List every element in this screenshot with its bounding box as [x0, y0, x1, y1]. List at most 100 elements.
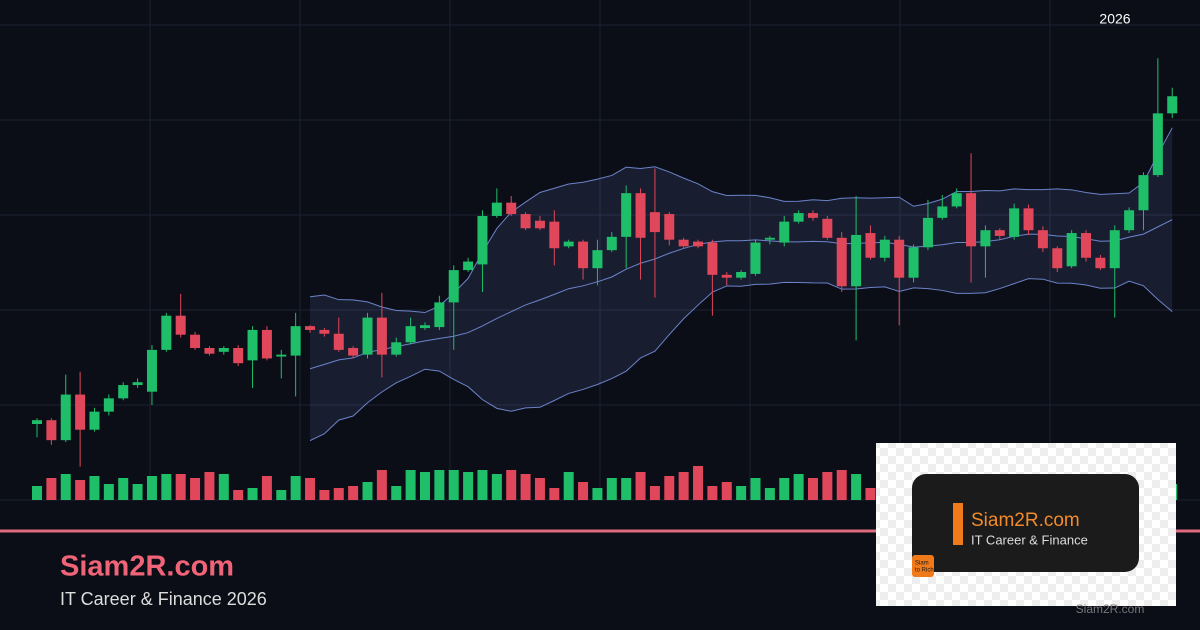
- volume-bar: [333, 488, 344, 500]
- candle-body: [175, 315, 186, 335]
- volume-bar: [190, 478, 201, 500]
- candle-body: [1124, 210, 1135, 231]
- volume-bar: [836, 470, 847, 500]
- candle-body: [75, 394, 86, 430]
- volume-bar: [678, 472, 689, 500]
- volume-bar: [32, 486, 42, 500]
- volume-bar: [563, 472, 574, 500]
- candle-body: [937, 206, 948, 218]
- volume-bar: [204, 472, 215, 500]
- candle-body: [491, 202, 502, 216]
- candle-body: [980, 230, 991, 247]
- volume-bar: [506, 470, 517, 500]
- candle-body: [60, 394, 71, 441]
- candle-body: [520, 214, 531, 229]
- candle-body: [463, 261, 474, 271]
- candle-body: [1095, 257, 1106, 269]
- candle-body: [46, 420, 57, 441]
- candle-body: [621, 193, 632, 237]
- volume-bar: [247, 488, 258, 500]
- candle-body: [922, 217, 933, 248]
- candle-body: [721, 274, 732, 278]
- candle-body: [32, 420, 42, 424]
- candle-body: [1167, 96, 1178, 114]
- volume-bar: [779, 478, 790, 500]
- volume-bar: [146, 476, 157, 500]
- volume-bar: [46, 478, 57, 500]
- candle-body: [793, 213, 804, 222]
- volume-bar: [218, 474, 229, 500]
- candle-body: [994, 230, 1005, 236]
- volume-bar: [419, 472, 430, 500]
- candle-body: [218, 348, 229, 352]
- candle-body: [1109, 230, 1120, 269]
- volume-bar: [851, 474, 862, 500]
- volume-bar: [491, 474, 502, 500]
- candle-body: [333, 333, 344, 350]
- volume-bar: [175, 474, 186, 500]
- candle-body: [966, 193, 977, 247]
- volume-bar: [276, 490, 287, 500]
- volume-bar: [305, 478, 316, 500]
- candle-body: [693, 241, 704, 247]
- volume-bar: [693, 466, 704, 500]
- candle-body: [707, 242, 718, 275]
- volume-bar: [865, 488, 876, 500]
- candle-body: [391, 342, 402, 355]
- candle-body: [1066, 233, 1077, 267]
- candle-body: [836, 237, 847, 287]
- candle-body: [951, 193, 962, 207]
- candle-body: [549, 221, 560, 249]
- volume-bar: [721, 482, 732, 500]
- candle-body: [247, 329, 258, 361]
- card-panel: [912, 474, 1139, 572]
- volume-bar: [448, 470, 459, 500]
- volume-bar: [549, 488, 560, 500]
- candle-body: [664, 214, 675, 240]
- brand-title: Siam2R.com: [60, 551, 234, 583]
- candle-body: [750, 242, 761, 274]
- candle-body: [233, 348, 244, 364]
- volume-bar: [103, 484, 114, 500]
- volume-bar: [463, 472, 474, 500]
- card-logo-top: Siam: [915, 561, 929, 567]
- volume-bar: [707, 486, 718, 500]
- candle-body: [678, 239, 689, 247]
- volume-bar: [290, 476, 301, 500]
- candle-body: [764, 237, 775, 240]
- candle-body: [405, 326, 416, 343]
- candle-body: [376, 317, 387, 355]
- candle-body: [118, 385, 129, 399]
- candle-body: [146, 349, 157, 392]
- candle-body: [908, 247, 919, 278]
- volume-bar: [434, 470, 445, 500]
- candle-body: [190, 334, 201, 348]
- candle-body: [448, 270, 459, 303]
- year-label: 2026: [1099, 11, 1130, 27]
- candle-body: [578, 241, 589, 269]
- volume-bar: [592, 488, 603, 500]
- candle-body: [649, 212, 660, 233]
- candle-body: [736, 272, 747, 278]
- volume-bar: [520, 474, 531, 500]
- candle-body: [132, 382, 143, 386]
- volume-bar: [261, 476, 272, 500]
- volume-bar: [89, 476, 100, 500]
- volume-bar: [822, 472, 833, 500]
- candle-body: [89, 411, 100, 430]
- candle-body: [851, 234, 862, 287]
- volume-bar: [391, 486, 402, 500]
- card-logo-bottom: to Rich: [915, 568, 934, 574]
- candle-body: [807, 213, 818, 218]
- candle-body: [319, 329, 330, 334]
- volume-bar: [649, 486, 660, 500]
- volume-bar: [161, 474, 172, 500]
- candle-body: [362, 317, 373, 355]
- candle-body: [606, 236, 617, 251]
- candle-body: [894, 239, 905, 278]
- candle-body: [865, 233, 876, 258]
- card-accent: [953, 503, 963, 545]
- card-logo: [912, 555, 934, 577]
